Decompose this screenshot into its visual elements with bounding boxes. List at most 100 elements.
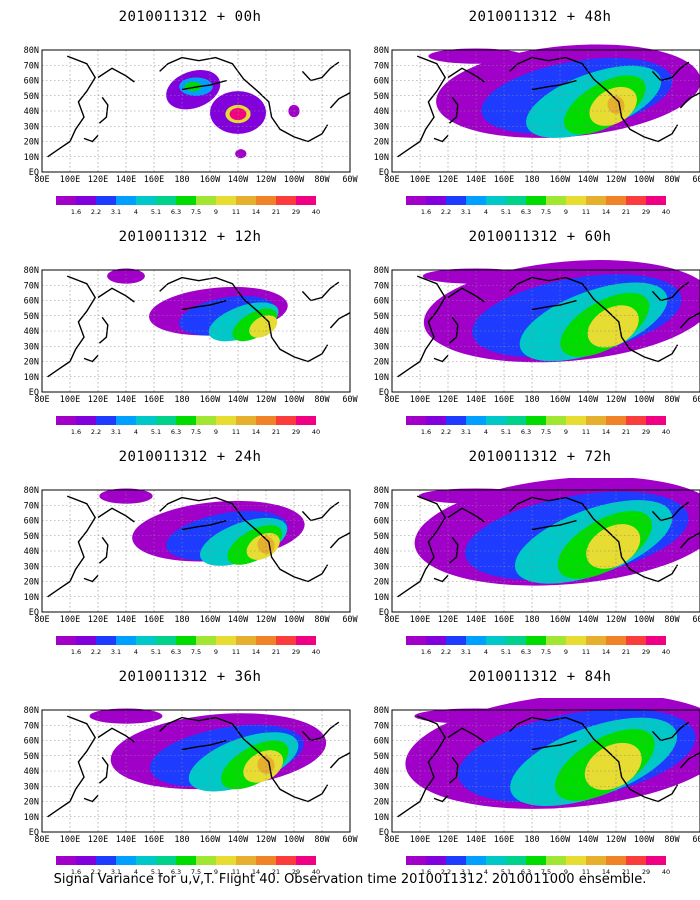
- lon-tick-label: 140E: [466, 835, 486, 845]
- colorbar-label: 6.3: [521, 868, 531, 876]
- colorbar-swatch: [506, 416, 526, 425]
- colorbar-swatch: [56, 856, 76, 865]
- coastline-5-2: [447, 287, 485, 303]
- colorbar-label: 1.6: [71, 868, 81, 876]
- lon-tick-label: 140E: [116, 835, 136, 845]
- coastline-3-7: [83, 794, 99, 803]
- colorbar-swatch: [406, 416, 426, 425]
- map-panel: 2010011312 + 12h EQ 10N 20N 30N 40N 50N 60N 70N 8…: [20, 228, 360, 450]
- colorbar-label: 21: [272, 208, 280, 216]
- colorbar-label: 4: [484, 868, 488, 876]
- colorbar-label: 3.1: [461, 868, 471, 876]
- colorbar-swatch: [446, 636, 466, 645]
- colorbar-label: 2.2: [441, 648, 451, 656]
- colorbar-label: 40: [312, 428, 320, 436]
- colorbar-swatch: [506, 636, 526, 645]
- coastline-6-3: [509, 496, 679, 583]
- colorbar-swatch: [196, 196, 216, 205]
- colorbar-swatch: [176, 636, 196, 645]
- colorbar-swatch: [606, 636, 626, 645]
- colorbar-swatch: [116, 856, 136, 865]
- lon-tick-label: 120E: [88, 395, 108, 405]
- colorbar-swatch: [136, 416, 156, 425]
- lat-tick-label: 10N: [374, 593, 389, 603]
- lat-tick-label: 70N: [374, 721, 389, 731]
- coastline-7-2: [447, 727, 485, 743]
- lon-tick-label: 80E: [384, 835, 399, 845]
- colorbar-swatch: [96, 196, 116, 205]
- lon-tick-label: 140W: [578, 175, 599, 185]
- colorbar-label: 29: [642, 428, 650, 436]
- colorbar-label: 7.5: [191, 648, 201, 656]
- colorbar-label: 40: [662, 428, 670, 436]
- lat-tick-label: 70N: [24, 61, 39, 71]
- lat-tick-label: 70N: [24, 501, 39, 511]
- lon-tick-label: 60W: [342, 395, 358, 405]
- lon-tick-label: 140E: [116, 175, 136, 185]
- lon-tick-label: 120E: [88, 835, 108, 845]
- coastline-1-6: [329, 312, 351, 329]
- coastline-7-0: [397, 715, 447, 818]
- colorbar-label: 9: [214, 208, 218, 216]
- coastline-4-3: [509, 56, 679, 143]
- colorbar-label: 14: [252, 648, 260, 656]
- colorbar-swatch: [196, 416, 216, 425]
- lon-tick-label: 100W: [284, 175, 305, 185]
- coastline-4-6: [679, 92, 700, 109]
- lat-tick-label: 70N: [374, 501, 389, 511]
- colorbar-label: 11: [232, 648, 240, 656]
- lat-tick-label: 40N: [24, 107, 39, 117]
- colorbar-label: 1.6: [421, 428, 431, 436]
- colorbar-swatch: [216, 416, 236, 425]
- colorbar-swatch: [276, 416, 296, 425]
- colorbar-swatch: [586, 196, 606, 205]
- lon-tick-label: 80W: [664, 835, 680, 845]
- lat-tick-label: 40N: [24, 327, 39, 337]
- lat-tick-label: EQ: [379, 828, 389, 838]
- colorbar-swatch: [506, 856, 526, 865]
- coastline-0-4: [181, 79, 227, 91]
- lon-tick-label: 80E: [384, 175, 399, 185]
- colorbar-label: 1.6: [421, 868, 431, 876]
- colorbar-swatch: [426, 636, 446, 645]
- lat-tick-label: 60N: [24, 297, 39, 307]
- map-frame: [41, 709, 351, 833]
- colorbar-label: 5.1: [151, 208, 161, 216]
- lat-tick-label: 30N: [374, 782, 389, 792]
- colorbar-label: 40: [662, 868, 670, 876]
- lat-tick-label: 10N: [24, 593, 39, 603]
- lon-tick-label: 140E: [466, 615, 486, 625]
- coastline-2-7: [83, 574, 99, 583]
- lon-tick-label: 160W: [200, 615, 221, 625]
- lon-tick-label: 160W: [200, 175, 221, 185]
- coastline-7-3: [509, 716, 679, 803]
- lon-tick-label: 80W: [314, 615, 330, 625]
- colorbar-label: 21: [622, 428, 630, 436]
- colorbar-swatch: [296, 856, 316, 865]
- lon-tick-label: 180: [174, 835, 189, 845]
- map-panel: 2010011312 + 48h EQ 10N 20N 30N 40N 50N 60N 70N 8…: [370, 8, 700, 230]
- colorbar-swatch: [256, 416, 276, 425]
- colorbar-label: 5.1: [501, 648, 511, 656]
- lat-tick-label: EQ: [29, 388, 39, 398]
- lat-tick-label: 50N: [24, 532, 39, 542]
- panel-title: 2010011312 + 12h: [118, 229, 262, 245]
- lat-tick-label: 50N: [24, 92, 39, 102]
- colorbar-swatch: [276, 636, 296, 645]
- colorbar-label: 21: [272, 428, 280, 436]
- colorbar-label: 29: [292, 208, 300, 216]
- colorbar-label: 9: [214, 868, 218, 876]
- colorbar-swatch: [236, 196, 256, 205]
- lon-tick-label: 80W: [664, 395, 680, 405]
- lon-tick-label: 160E: [494, 175, 514, 185]
- lat-tick-label: 70N: [24, 281, 39, 291]
- lon-tick-label: 60W: [342, 835, 358, 845]
- coastline-0-6: [329, 92, 351, 109]
- map-panel: 2010011312 + 36h EQ 10N 20N 30N 40N 50N 60N 70N 8…: [20, 668, 360, 890]
- lon-tick-label: 80E: [384, 395, 399, 405]
- coastline-7-5: [651, 721, 690, 742]
- lon-tick-label: 140E: [466, 395, 486, 405]
- colorbar-label: 11: [582, 648, 590, 656]
- lat-tick-label: 10N: [24, 153, 39, 163]
- colorbar-label: 40: [662, 648, 670, 656]
